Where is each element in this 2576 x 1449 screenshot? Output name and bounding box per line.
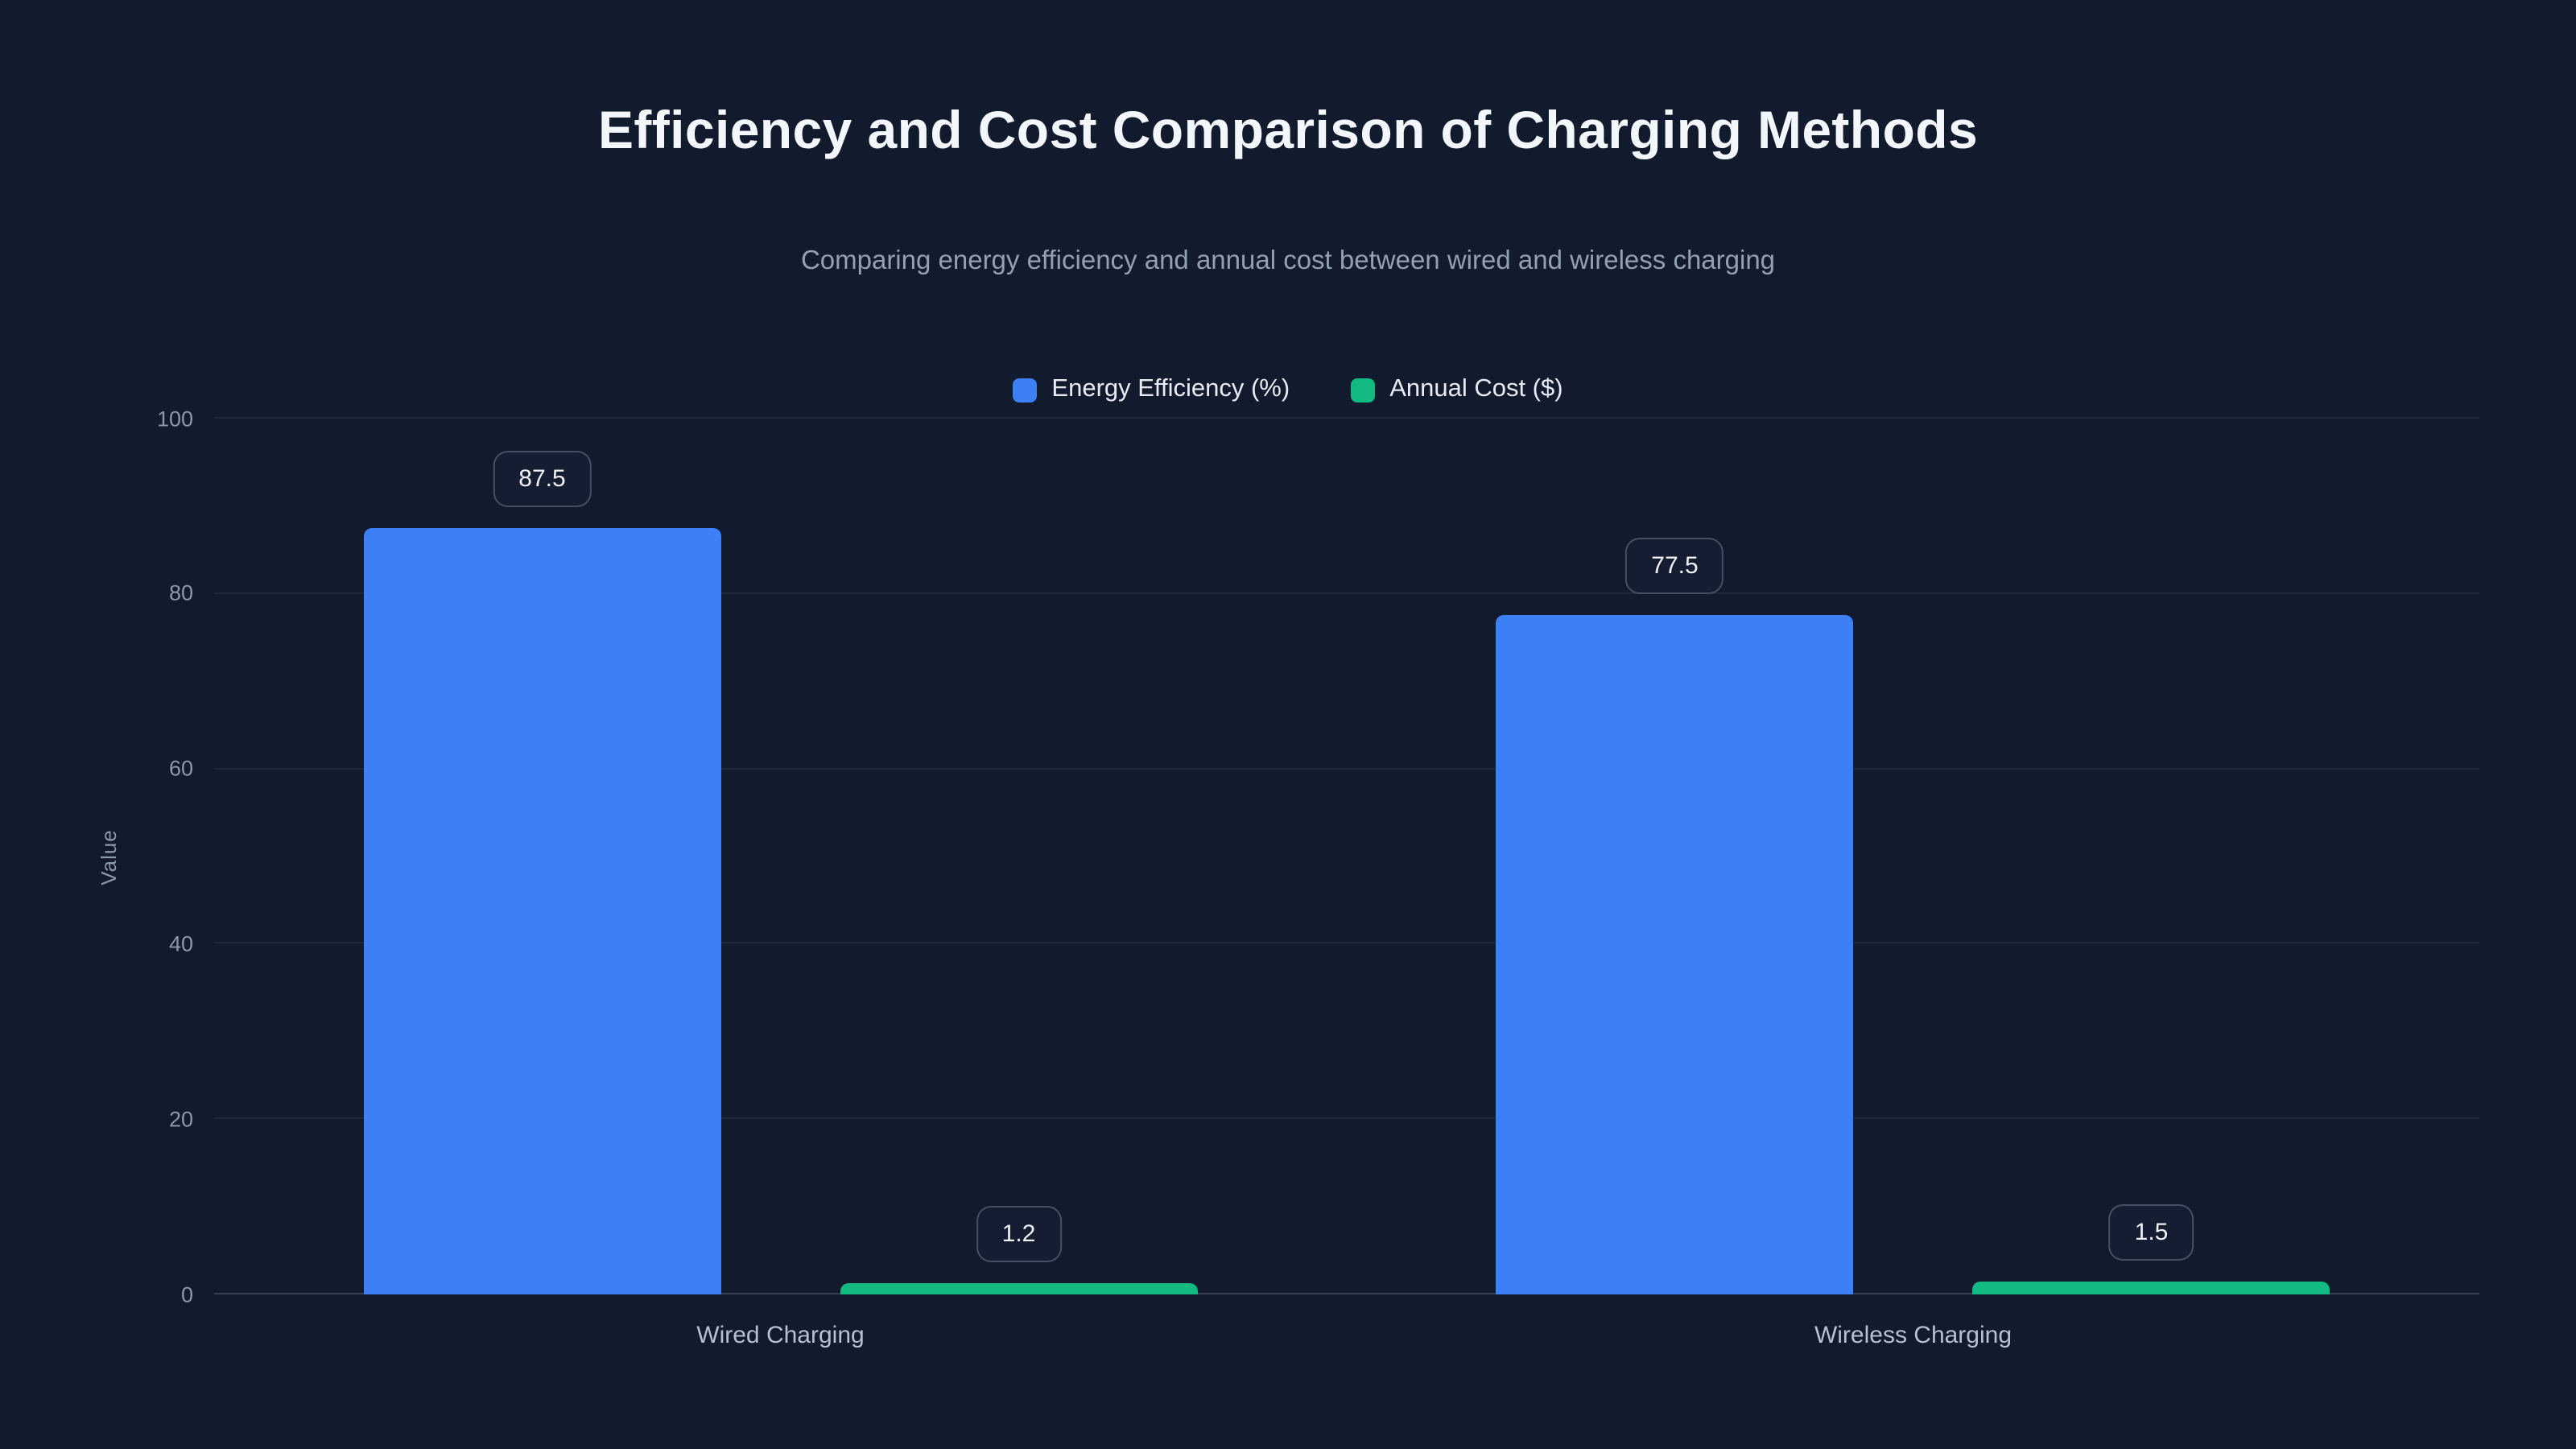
- legend-label: Annual Cost ($): [1389, 375, 1563, 402]
- chart-title: Efficiency and Cost Comparison of Chargi…: [597, 100, 1979, 159]
- y-axis-title-text: Value: [96, 828, 121, 885]
- bar-value-label: 77.5: [1625, 538, 1724, 595]
- bar-annual-cost-wireless-charging[interactable]: 1.5: [1972, 1203, 2330, 1294]
- y-tick-label-100: 100: [156, 406, 193, 431]
- y-tick-label-20: 20: [168, 1106, 193, 1131]
- legend: Energy Efficiency (%) Annual Cost ($): [0, 375, 2576, 404]
- y-axis-title: Value: [93, 419, 122, 1294]
- bar-value-label: 87.5: [493, 451, 592, 507]
- legend-item-annual-cost[interactable]: Annual Cost ($): [1351, 375, 1563, 404]
- bar-annual-cost-wired-charging[interactable]: 1.2: [840, 1206, 1198, 1294]
- gridline-60: [214, 767, 2479, 770]
- gridline-100: [214, 417, 2479, 419]
- y-tick-label-0: 0: [180, 1282, 193, 1307]
- x-category-label-wireless-charging: Wireless Charging: [1814, 1322, 2013, 1349]
- bar-value-label: 1.5: [2108, 1203, 2194, 1261]
- y-tick-label-40: 40: [168, 931, 193, 956]
- legend-label: Energy Efficiency (%): [1051, 375, 1290, 402]
- plot-area: 0 20 40 60 80 100 87.5 1.2 77.5 1.5: [157, 407, 2479, 1305]
- gridline-80: [214, 592, 2479, 594]
- bar-energy-efficiency-wireless-charging[interactable]: 77.5: [1496, 538, 1854, 1294]
- legend-swatch-icon: [1351, 378, 1376, 402]
- y-tick-label-60: 60: [168, 756, 193, 781]
- gridline-40: [214, 942, 2479, 944]
- y-tick-label-80: 80: [168, 581, 193, 606]
- bar-value-label: 1.2: [976, 1206, 1062, 1263]
- bar-groups: 87.5 1.2 77.5 1.5: [214, 419, 2479, 1294]
- x-category-label-wired-charging: Wired Charging: [696, 1322, 865, 1349]
- bar-energy-efficiency-wired-charging[interactable]: 87.5: [363, 451, 721, 1294]
- bar-group-wireless-charging: 77.5 1.5: [1347, 419, 2479, 1294]
- gridline-20: [214, 1117, 2479, 1120]
- legend-item-energy-efficiency[interactable]: Energy Efficiency (%): [1013, 375, 1290, 404]
- chart-subtitle: Comparing energy efficiency and annual c…: [800, 246, 1776, 275]
- bar-group-wired-charging: 87.5 1.2: [214, 419, 1347, 1294]
- legend-swatch-icon: [1013, 378, 1038, 402]
- gridline-0: [214, 1293, 2479, 1294]
- x-axis-labels: Wired Charging Wireless Charging: [214, 1322, 2479, 1349]
